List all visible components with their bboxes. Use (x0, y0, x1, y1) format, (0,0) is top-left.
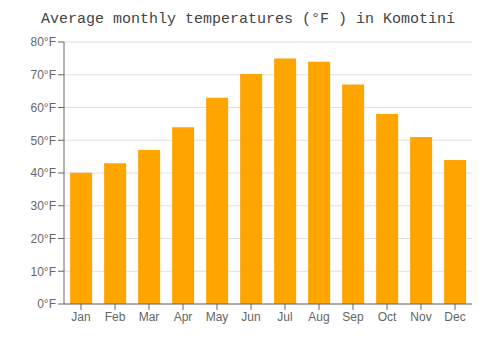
html-text:Average monthly temperatures (: Average monthly temperatures (°F ) in Ko… (41, 11, 455, 28)
svg-text:Mar: Mar (139, 310, 160, 324)
svg-text:Apr: Apr (174, 310, 193, 324)
svg-text:Jun: Jun (241, 310, 260, 324)
svg-text:May: May (206, 310, 229, 324)
svg-text:Dec: Dec (444, 310, 465, 324)
svg-text:30°F: 30°F (31, 199, 56, 213)
svg-text:40°F: 40°F (31, 166, 56, 180)
svg-text:Jul: Jul (277, 310, 292, 324)
svg-text:Nov: Nov (410, 310, 431, 324)
svg-text:Oct: Oct (378, 310, 397, 324)
svg-text:Aug: Aug (308, 310, 329, 324)
svg-text:50°F: 50°F (31, 134, 56, 148)
svg-text:70°F: 70°F (31, 68, 56, 82)
svg-text:80°F: 80°F (31, 35, 56, 49)
svg-text:Sep: Sep (342, 310, 364, 324)
svg-text:20°F: 20°F (31, 232, 56, 246)
svg-text:Jan: Jan (71, 310, 90, 324)
svg-text:0°F: 0°F (37, 297, 56, 311)
svg-text:60°F: 60°F (31, 101, 56, 115)
svg-text:Feb: Feb (105, 310, 126, 324)
svg-text:10°F: 10°F (31, 265, 56, 279)
